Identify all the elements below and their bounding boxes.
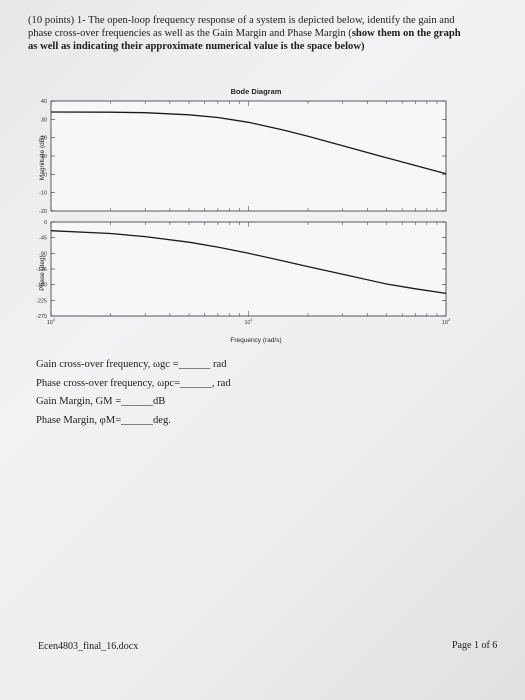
phase-ytick-label: -180: [36, 283, 47, 289]
magnitude-panel: 40 30 20 10 0 -10 -20: [39, 99, 447, 215]
magnitude-ytick-label: 40: [41, 99, 47, 105]
gain-margin-blank[interactable]: Gain Margin, GM =______dB: [36, 396, 166, 407]
magnitude-ytick-label: 10: [41, 154, 47, 160]
magnitude-ytick-label: 0: [44, 172, 47, 178]
question-line-1: (10 points) 1- The open-loop frequency r…: [28, 15, 455, 26]
gain-crossover-blank[interactable]: Gain cross-over frequency, ωgc =______ r…: [36, 359, 227, 370]
question-line-3: as well as indicating their approximate …: [28, 41, 365, 52]
footer-page-number: Page 1 of 6: [452, 640, 498, 651]
magnitude-ytick-label: -10: [39, 191, 47, 197]
phase-crossover-blank[interactable]: Phase cross-over frequency, ωpc=______, …: [36, 377, 231, 389]
magnitude-ytick-label: 20: [41, 136, 47, 142]
x-tick-label: 101: [244, 317, 253, 326]
question-line-2: phase cross-over frequencies as well as …: [28, 28, 461, 39]
phase-ytick-label: -45: [39, 236, 47, 242]
x-tick-label: 102: [442, 317, 451, 326]
answer-blanks: Gain cross-over frequency, ωgc =______ r…: [36, 356, 336, 430]
magnitude-series-line: [50, 111, 447, 175]
x-tick-label: 100: [47, 317, 56, 326]
phase-ytick-label: -90: [39, 251, 47, 257]
phase-plot-frame: [50, 221, 447, 317]
magnitude-plot-frame: [50, 100, 447, 212]
phase-panel: 0 -45 -90 -135 -180 -225 -270: [36, 220, 447, 320]
magnitude-ytick-label: 30: [41, 117, 47, 123]
bode-diagram: Bode Diagram 40 30 20 10 0 -10 -20 0 -45 -90 -135…: [30, 80, 500, 345]
question-emphasis: show them on the graph: [351, 28, 461, 39]
phase-ytick-label: -135: [36, 267, 47, 273]
phase-ytick-label: -225: [36, 298, 47, 304]
phase-series-line: [50, 230, 447, 295]
magnitude-ytick-label: -20: [39, 209, 47, 215]
phase-ytick-label: -270: [36, 314, 47, 320]
phase-ylabel: Phase (deg): [39, 255, 46, 290]
magnitude-ylabel: Magnitude (dB): [39, 136, 46, 180]
phase-margin-blank[interactable]: Phase Margin, φM=______deg.: [36, 414, 171, 426]
footer-filename: Ecen4803_final_16.docx: [38, 641, 139, 652]
question-text: (10 points) 1- The open-loop frequency r…: [28, 14, 508, 53]
chart-title: Bode Diagram: [231, 87, 282, 96]
phase-ytick-label: 0: [44, 220, 47, 226]
x-axis-label: Frequency (rad/s): [230, 337, 281, 344]
